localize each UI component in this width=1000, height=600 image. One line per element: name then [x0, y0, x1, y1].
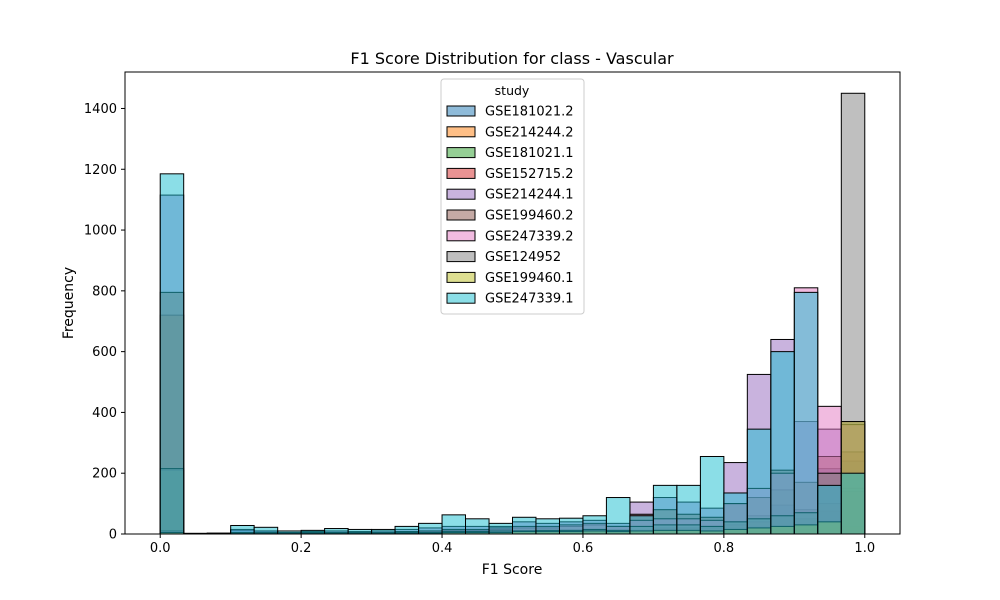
y-tick-label: 800	[92, 284, 117, 299]
y-tick-label: 600	[92, 345, 117, 360]
histogram-bar	[770, 351, 795, 535]
histogram-bar	[746, 428, 772, 535]
legend-title: study	[495, 83, 530, 98]
legend-swatch	[446, 105, 476, 117]
y-tick-label: 0	[109, 528, 117, 543]
histogram-bar	[558, 517, 584, 535]
x-axis: 0.0 0.2 0.4 0.6 0.8 1.0	[150, 534, 875, 556]
histogram-bar	[418, 522, 443, 535]
histogram-bar	[582, 515, 607, 535]
y-axis-label: Frequency	[61, 267, 77, 339]
legend-label: GSE214244.1	[485, 188, 574, 203]
histogram-bar	[605, 497, 631, 535]
x-axis-label: F1 Score	[482, 562, 543, 578]
histogram-bar	[629, 515, 654, 535]
legend-label: GSE247339.1	[485, 292, 574, 307]
legend-label: GSE124952	[485, 250, 561, 265]
histogram-bar	[676, 484, 701, 535]
chart-title: F1 Score Distribution for class - Vascul…	[350, 49, 674, 68]
legend-swatch	[446, 251, 476, 263]
legend: study GSE181021.2GSE214244.2GSE181021.1G…	[440, 78, 585, 315]
x-tick-label: 0.4	[432, 541, 453, 556]
y-tick-label: 200	[92, 467, 117, 482]
histogram-bar	[324, 528, 349, 535]
histogram-bar	[699, 455, 725, 535]
histogram-bar	[840, 472, 866, 535]
legend-swatch	[446, 271, 476, 283]
legend-frame	[440, 78, 585, 315]
histogram-bar	[488, 522, 513, 535]
legend-label: GSE181021.1	[485, 146, 574, 161]
histogram-bar	[817, 484, 842, 535]
legend-label: GSE214244.2	[485, 125, 574, 140]
histogram-bar	[652, 484, 678, 535]
histogram-bar	[793, 291, 819, 535]
x-tick-label: 0.2	[291, 541, 312, 556]
histogram-bar	[512, 516, 537, 535]
x-tick-label: 0.0	[150, 541, 171, 556]
histogram-bar	[300, 529, 326, 535]
histogram-bar	[230, 524, 255, 535]
legend-swatch	[446, 209, 476, 221]
histogram-bar	[371, 528, 396, 535]
histogram-bar	[394, 525, 420, 535]
legend-label: GSE199460.1	[485, 271, 574, 286]
histogram-bar	[159, 173, 185, 535]
legend-label: GSE152715.2	[485, 167, 574, 182]
legend-label: GSE181021.2	[485, 105, 574, 120]
histogram-bar	[347, 528, 373, 535]
histogram-bar	[535, 518, 560, 535]
legend-items: GSE181021.2 GSE214244.2 GSE181021.1 GSE1527…	[446, 105, 574, 307]
x-tick-label: 1.0	[854, 541, 875, 556]
legend-swatch	[446, 292, 476, 304]
histogram-bar	[465, 518, 490, 535]
legend-label: GSE247339.2	[485, 229, 574, 244]
legend-swatch	[446, 167, 476, 179]
histogram-bar	[441, 514, 467, 535]
y-tick-label: 1200	[84, 163, 117, 178]
histogram-bar	[253, 526, 279, 535]
y-tick-label: 400	[92, 406, 117, 421]
y-tick-label: 1000	[84, 224, 117, 239]
legend-swatch	[446, 230, 476, 242]
plot-frame	[124, 71, 901, 535]
legend-swatch	[446, 188, 476, 200]
y-axis: 0 200 400 600 800 1000 1200 1400	[84, 102, 125, 543]
legend-swatch	[446, 126, 476, 138]
x-tick-label: 0.6	[573, 541, 594, 556]
legend-label: GSE199460.2	[485, 209, 574, 224]
histogram-bar	[723, 492, 748, 535]
legend-swatch	[446, 147, 476, 159]
y-tick-label: 1400	[84, 102, 117, 117]
x-tick-label: 0.8	[714, 541, 735, 556]
